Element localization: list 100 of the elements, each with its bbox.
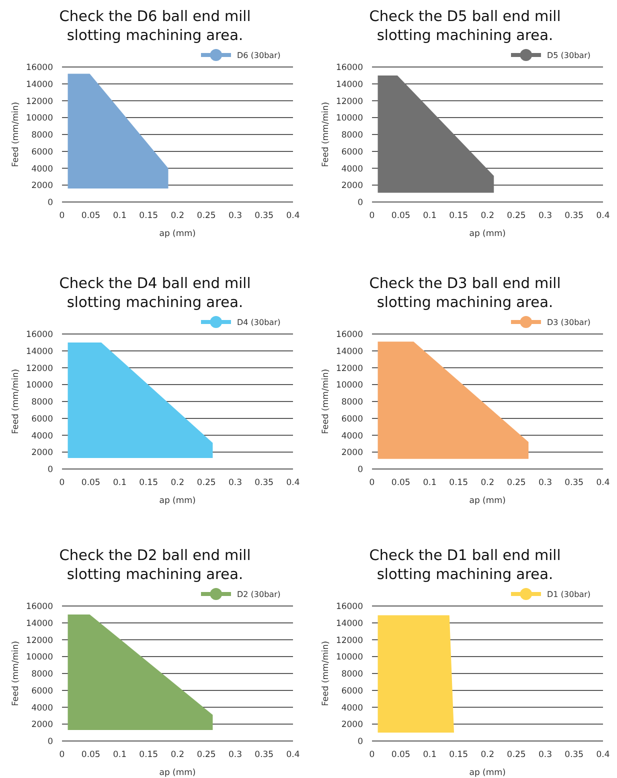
y-tick-label: 8000	[341, 398, 363, 408]
y-tick-label: 4000	[341, 164, 363, 174]
x-tick-label: 0.4	[286, 750, 300, 760]
y-tick-label: 12000	[26, 636, 53, 646]
chart-title: Check the D2 ball end mill slotting machining area.	[59, 548, 251, 583]
x-axis-title: ap (mm)	[469, 496, 506, 506]
chart-title: Check the D3 ball end mill slotting machining area.	[369, 276, 561, 311]
legend-label: D1 (30bar)	[547, 590, 590, 599]
y-tick-label: 6000	[341, 686, 363, 696]
x-axis-title: ap (mm)	[469, 768, 506, 778]
y-axis-title: Feed (mm/min)	[11, 640, 21, 706]
y-tick-label: 8000	[31, 130, 53, 140]
x-tick-label: 0.4	[596, 478, 610, 488]
x-axis-title: ap (mm)	[159, 229, 196, 239]
x-tick-label: 0.1	[422, 211, 437, 221]
y-tick-label: 0	[358, 198, 363, 208]
y-tick-label: 8000	[341, 130, 363, 140]
x-tick-label: 0.35	[564, 211, 584, 221]
y-tick-label: 2000	[31, 720, 53, 730]
x-tick-label: 0.1	[112, 750, 127, 760]
x-tick-label: 0.3	[538, 750, 552, 760]
y-tick-label: 10000	[26, 380, 53, 391]
x-tick-label: 0.1	[422, 750, 437, 760]
y-tick-label: 16000	[26, 602, 53, 612]
legend-label: D5 (30bar)	[547, 51, 590, 60]
x-tick-label: 0	[59, 211, 65, 221]
legend-label: D4 (30bar)	[237, 318, 280, 327]
y-tick-label: 14000	[26, 618, 53, 629]
x-tick-label: 0.25	[506, 478, 526, 488]
chart-title: Check the D4 ball end mill slotting machining area.	[59, 276, 251, 311]
y-tick-label: 12000	[336, 364, 363, 374]
y-tick-label: 6000	[31, 414, 53, 424]
x-tick-label: 0.2	[480, 750, 494, 760]
y-tick-label: 4000	[341, 431, 363, 442]
x-tick-label: 0.35	[254, 478, 274, 488]
y-tick-label: 12000	[26, 96, 53, 107]
y-tick-label: 0	[48, 737, 53, 747]
x-tick-label: 0.15	[139, 478, 158, 488]
y-axis-title: Feed (mm/min)	[321, 640, 331, 706]
y-tick-label: 0	[48, 465, 53, 475]
y-tick-label: 0	[358, 737, 363, 747]
y-tick-label: 16000	[26, 330, 53, 340]
y-tick-label: 14000	[336, 80, 363, 90]
x-tick-label: 0.05	[391, 211, 410, 221]
y-tick-label: 10000	[336, 652, 363, 663]
x-tick-label: 0.4	[596, 211, 610, 221]
y-axis-title: Feed (mm/min)	[11, 368, 21, 434]
y-axis-title: Feed (mm/min)	[11, 102, 21, 168]
y-tick-label: 8000	[31, 398, 53, 408]
x-tick-label: 0.3	[228, 211, 242, 221]
legend-label: D3 (30bar)	[547, 318, 590, 327]
chart-title: Check the D5 ball end mill slotting machining area.	[369, 9, 561, 44]
x-tick-label: 0.15	[139, 211, 158, 221]
y-tick-label: 16000	[336, 330, 363, 340]
y-tick-label: 0	[358, 465, 363, 475]
x-tick-label: 0.1	[112, 478, 127, 488]
x-tick-label: 0.4	[286, 211, 300, 221]
y-tick-label: 2000	[31, 448, 53, 458]
x-tick-label: 0.15	[449, 211, 468, 221]
x-tick-label: 0.05	[81, 750, 100, 760]
x-tick-label: 0.35	[254, 211, 274, 221]
y-tick-label: 4000	[341, 703, 363, 714]
y-tick-label: 4000	[31, 164, 53, 174]
x-tick-label: 0.05	[81, 478, 100, 488]
y-tick-label: 14000	[336, 346, 363, 357]
y-tick-label: 16000	[336, 602, 363, 612]
y-tick-label: 14000	[26, 80, 53, 90]
x-axis-title: ap (mm)	[159, 496, 196, 506]
legend-label: D2 (30bar)	[237, 590, 280, 599]
x-tick-label: 0.25	[196, 750, 216, 760]
x-axis-title: ap (mm)	[469, 229, 506, 239]
x-tick-label: 0.4	[596, 750, 610, 760]
y-axis-title: Feed (mm/min)	[321, 102, 331, 168]
y-tick-label: 14000	[336, 618, 363, 629]
x-tick-label: 0.35	[564, 750, 584, 760]
y-tick-label: 14000	[26, 346, 53, 357]
x-tick-label: 0.3	[228, 478, 242, 488]
y-tick-label: 2000	[31, 181, 53, 192]
y-tick-label: 6000	[31, 147, 53, 158]
x-tick-label: 0.3	[538, 478, 552, 488]
x-axis-title: ap (mm)	[159, 768, 196, 778]
x-tick-label: 0.35	[564, 478, 584, 488]
y-tick-label: 12000	[336, 636, 363, 646]
x-tick-label: 0.1	[422, 478, 437, 488]
y-tick-label: 10000	[26, 114, 53, 124]
y-tick-label: 12000	[26, 364, 53, 374]
x-tick-label: 0.4	[286, 478, 300, 488]
y-tick-label: 6000	[31, 686, 53, 696]
y-tick-label: 6000	[341, 414, 363, 424]
y-tick-label: 6000	[341, 147, 363, 158]
x-tick-label: 0.15	[139, 750, 158, 760]
x-tick-label: 0.2	[170, 211, 184, 221]
x-tick-label: 0	[369, 750, 375, 760]
y-tick-label: 10000	[26, 652, 53, 663]
y-tick-label: 4000	[31, 431, 53, 442]
chart-title: Check the D1 ball end mill slotting machining area.	[369, 548, 561, 583]
legend-label: D6 (30bar)	[237, 51, 280, 60]
x-tick-label: 0	[369, 478, 375, 488]
x-tick-label: 0	[59, 750, 65, 760]
x-tick-label: 0.05	[391, 750, 410, 760]
